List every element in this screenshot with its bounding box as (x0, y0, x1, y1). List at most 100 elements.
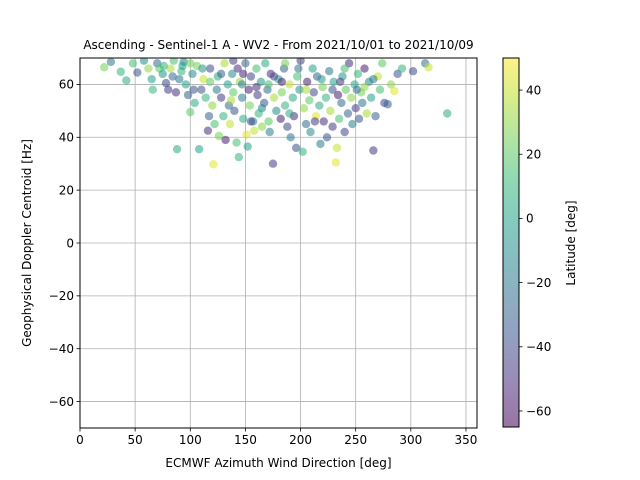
data-point (188, 69, 197, 79)
data-point (317, 74, 326, 84)
data-point (210, 119, 219, 129)
data-point (194, 144, 204, 154)
data-point (225, 119, 235, 129)
x-tick-label: 50 (127, 433, 142, 447)
data-point (253, 90, 262, 100)
data-point (334, 114, 344, 123)
data-point (229, 58, 238, 65)
data-point (329, 77, 338, 86)
data-point (216, 93, 226, 102)
data-point (318, 82, 327, 92)
colorbar-label: Latitude [deg] (564, 200, 578, 285)
data-point (424, 63, 433, 72)
colorbar: −60 −40 −20 0 20 40 (502, 57, 551, 428)
data-point (208, 101, 217, 110)
data-point (166, 64, 175, 73)
data-point (216, 69, 226, 79)
data-point (268, 159, 278, 168)
data-point (443, 109, 452, 118)
data-point (234, 152, 243, 162)
x-tick-label: 150 (234, 433, 257, 447)
data-point (100, 63, 109, 72)
data-point (332, 143, 342, 153)
data-point (139, 58, 149, 65)
x-tick-label: 350 (455, 433, 478, 447)
data-point (371, 111, 380, 121)
colorbar-tick-label: −60 (526, 404, 551, 418)
data-point (197, 85, 206, 94)
data-point (277, 88, 287, 97)
data-point (276, 114, 285, 123)
data-point (199, 74, 208, 84)
y-tick-label: −60 (49, 395, 74, 409)
data-point (147, 74, 156, 84)
data-point (301, 85, 311, 94)
data-point (375, 85, 385, 94)
data-point (158, 69, 167, 79)
data-point (219, 111, 228, 121)
data-point (301, 119, 311, 129)
data-point (178, 61, 187, 71)
data-point (106, 58, 116, 67)
data-point (171, 88, 181, 97)
data-point (362, 109, 371, 118)
x-tick-label: 200 (289, 433, 312, 447)
data-point (122, 76, 131, 85)
data-point (181, 80, 191, 89)
data-point (331, 158, 341, 167)
data-point (397, 64, 407, 73)
data-point (186, 59, 195, 68)
data-point (354, 114, 364, 123)
data-point (128, 59, 138, 68)
data-point (205, 77, 215, 86)
y-axis: −60 −40 −20 0 20 40 60 (49, 78, 80, 409)
data-point (212, 85, 221, 94)
data-point (233, 64, 242, 73)
data-point (269, 93, 279, 102)
data-point (294, 64, 303, 73)
data-point (227, 69, 237, 79)
y-tick-label: −20 (49, 289, 74, 303)
data-point (310, 117, 320, 126)
data-point (285, 109, 294, 118)
colorbar-tick-label: −40 (526, 340, 551, 354)
data-point (283, 122, 292, 131)
data-point (116, 67, 126, 76)
data-point (352, 85, 361, 94)
data-point (336, 77, 345, 86)
data-point (315, 101, 324, 110)
y-tick-label: −40 (49, 342, 74, 356)
colorbar-tick-label: −20 (526, 276, 551, 290)
x-tick-label: 0 (76, 433, 84, 447)
y-tick-label: 20 (59, 183, 74, 197)
data-point (288, 93, 298, 102)
data-point (343, 109, 353, 118)
data-point (340, 127, 349, 137)
data-point (360, 64, 369, 73)
data-point (214, 131, 224, 141)
x-axis: 0 50 100 150 200 250 300 350 (76, 428, 477, 447)
colorbar-tick-label: 0 (526, 212, 534, 226)
data-point (408, 67, 418, 76)
data-point (201, 93, 210, 102)
y-tick-label: 40 (59, 131, 74, 145)
data-point (242, 130, 251, 139)
data-point (164, 85, 173, 94)
data-point (277, 77, 287, 86)
data-point (306, 127, 315, 137)
chart-title: Ascending - Sentinel-1 A - WV2 - From 20… (83, 38, 473, 52)
data-point (239, 69, 248, 79)
data-point (360, 82, 369, 92)
data-point (237, 80, 247, 89)
data-point (186, 107, 195, 117)
data-point (340, 64, 349, 73)
data-point (133, 68, 142, 77)
data-point (286, 133, 295, 142)
colorbar-bar (502, 57, 520, 428)
data-point (293, 72, 302, 81)
x-tick-label: 100 (179, 433, 202, 447)
data-point (204, 111, 214, 121)
data-point (243, 142, 252, 151)
data-point (223, 80, 232, 89)
data-point (322, 133, 332, 142)
